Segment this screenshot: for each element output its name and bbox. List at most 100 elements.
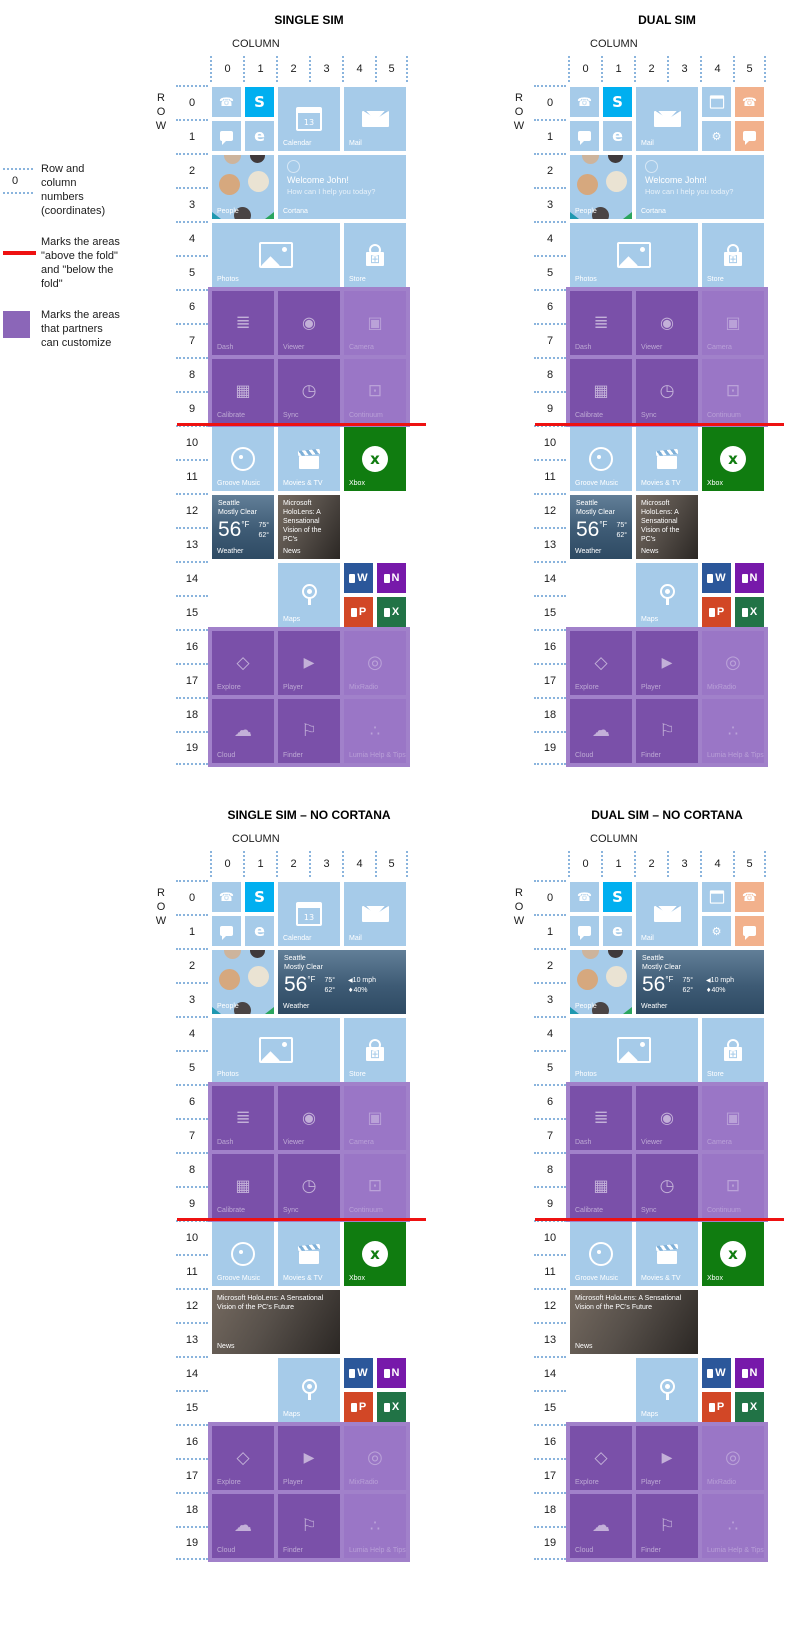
cortana-prompt: How can I help you today? bbox=[287, 187, 376, 196]
row-number-text: 8 bbox=[546, 1164, 554, 1176]
weather-high-low: 75° 62° bbox=[258, 521, 269, 541]
avatar bbox=[234, 1002, 251, 1014]
gear-icon: ⚙ bbox=[235, 1384, 244, 1394]
tile-settings: ⚙ bbox=[702, 916, 731, 946]
avatar bbox=[234, 207, 251, 219]
row-number-text: 2 bbox=[546, 960, 554, 972]
row-number-text: 19 bbox=[185, 1537, 199, 1549]
row-number: 7 bbox=[534, 323, 566, 357]
weather-city: Seattle bbox=[642, 955, 664, 962]
row-number-text: 13 bbox=[185, 1334, 199, 1346]
pin-icon bbox=[301, 1379, 318, 1401]
tile-label: Continuum bbox=[707, 1207, 741, 1214]
weather-content: Seattle Mostly Clear 56 °F 75° 62° ◀10 mph ♦40% bbox=[642, 954, 761, 996]
tile-word: W bbox=[702, 563, 731, 593]
row-number: 8 bbox=[176, 357, 208, 391]
chat-icon bbox=[578, 131, 591, 145]
folder-icon: ▤ bbox=[608, 1365, 617, 1375]
column-number: 4 bbox=[342, 56, 375, 82]
cloud-icon: ☁ bbox=[234, 1515, 252, 1536]
pin-icon bbox=[301, 584, 318, 606]
row-number-text: 10 bbox=[543, 1232, 557, 1244]
tile-weather-2x2: Seattle Mostly Clear 56 °F 75° 62° Weather bbox=[212, 495, 274, 559]
cube-icon: ◇ bbox=[594, 1447, 608, 1468]
row-number: 15 bbox=[176, 1390, 208, 1424]
money-content: NASDAQ 4,634.38 ▲ +1.39% 02/25/2015 bbox=[708, 1295, 747, 1337]
column-number: 5 bbox=[375, 56, 408, 82]
row-number: 6 bbox=[176, 289, 208, 323]
precip-drop-icon: ♦ bbox=[706, 987, 712, 994]
clock-icon: ◷ bbox=[301, 380, 317, 401]
tile-label: Weather bbox=[283, 1003, 310, 1010]
tile-camera: ▣ Camera bbox=[344, 291, 406, 355]
coordinate-sample: 0 bbox=[11, 175, 19, 187]
tile-label: News bbox=[283, 548, 301, 555]
clapper-icon bbox=[299, 1250, 319, 1264]
excel-icon: X bbox=[383, 1401, 399, 1413]
tile-groove: Groove Music bbox=[212, 1222, 274, 1286]
row-number: 7 bbox=[176, 323, 208, 357]
tile-photos: Photos bbox=[570, 223, 698, 287]
column-number: 4 bbox=[700, 851, 733, 877]
weather-high-low: 75° 62° bbox=[616, 521, 627, 541]
tile-onenote: N bbox=[735, 1358, 764, 1388]
column-number-text: 4 bbox=[714, 858, 721, 870]
edge-icon: e bbox=[612, 921, 623, 940]
tile-messaging bbox=[212, 916, 241, 946]
dash-icon: ≣ bbox=[235, 312, 251, 333]
tile-messaging bbox=[570, 121, 599, 151]
alarm-icon: ◷ bbox=[221, 1365, 229, 1375]
money-change-value: +1.39% bbox=[356, 526, 381, 533]
tile-skype: S bbox=[245, 882, 274, 912]
tile-label: Viewer bbox=[641, 344, 663, 351]
edge-icon: e bbox=[612, 126, 623, 145]
weather-unit: °F bbox=[307, 975, 316, 984]
tile-money-feb: NASDAQ 4,634.38 ▲ +1.39% 02/25/2015 Money bbox=[702, 495, 764, 559]
groove-icon bbox=[231, 1242, 255, 1266]
tile-finder: ⚐ Finder bbox=[636, 1494, 698, 1558]
finder-icon: ⚐ bbox=[659, 720, 675, 741]
row-number: 14 bbox=[534, 1356, 566, 1390]
up-arrow-icon: ▲ bbox=[350, 1321, 355, 1328]
money-content: NASDAQ 4,634.38 ▲ +1.39% 11/02/2015 bbox=[350, 500, 389, 542]
column-number: 5 bbox=[733, 56, 766, 82]
calendar-icon bbox=[709, 890, 724, 904]
clapper-icon bbox=[657, 1250, 677, 1264]
row-number-text: 8 bbox=[546, 369, 554, 381]
tile-powerpoint: P bbox=[702, 597, 731, 627]
row-number-text: 5 bbox=[546, 1062, 554, 1074]
phone-icon: ☎ bbox=[742, 95, 757, 109]
tile-excel: X bbox=[377, 1392, 406, 1422]
row-number: 18 bbox=[176, 1492, 208, 1526]
column-number: 5 bbox=[733, 851, 766, 877]
finder-icon: ⚐ bbox=[301, 1515, 317, 1536]
partner-area-icon bbox=[3, 311, 30, 338]
tile-onenote: N bbox=[377, 563, 406, 593]
tile-label: Continuum bbox=[707, 412, 741, 419]
column-number: 3 bbox=[667, 851, 700, 877]
tile-label: Dash bbox=[575, 344, 592, 351]
tile-explore: ◇ Explore bbox=[570, 631, 632, 695]
onenote-icon: N bbox=[741, 572, 757, 584]
tile-viewer: ◉ Viewer bbox=[636, 291, 698, 355]
money-change-value: +1.39% bbox=[714, 1321, 739, 1328]
tile-label: Store bbox=[707, 1071, 724, 1078]
word-icon: W bbox=[707, 1367, 726, 1379]
row-number-text: 9 bbox=[546, 403, 554, 415]
tile-calendar: 13 Calendar bbox=[278, 882, 340, 946]
calibrate-icon: ▦ bbox=[235, 1176, 251, 1195]
mail-icon bbox=[361, 906, 389, 922]
tile-skype: S bbox=[603, 87, 632, 117]
tile-label: Calibrate bbox=[575, 412, 604, 419]
row-number: 19 bbox=[176, 731, 208, 765]
row-number: 17 bbox=[534, 663, 566, 697]
row-number: 10 bbox=[176, 425, 208, 459]
row-number-text: 19 bbox=[185, 742, 199, 754]
row-number-text: 12 bbox=[185, 1300, 199, 1312]
pin-icon bbox=[659, 584, 676, 606]
tile-photos: Photos bbox=[570, 1018, 698, 1082]
tile-label: Continuum bbox=[349, 412, 383, 419]
xbox-letter: x bbox=[728, 449, 738, 468]
utilities-icons: ◷ ▦ ▤ ☁ ⚙? bbox=[221, 571, 265, 601]
